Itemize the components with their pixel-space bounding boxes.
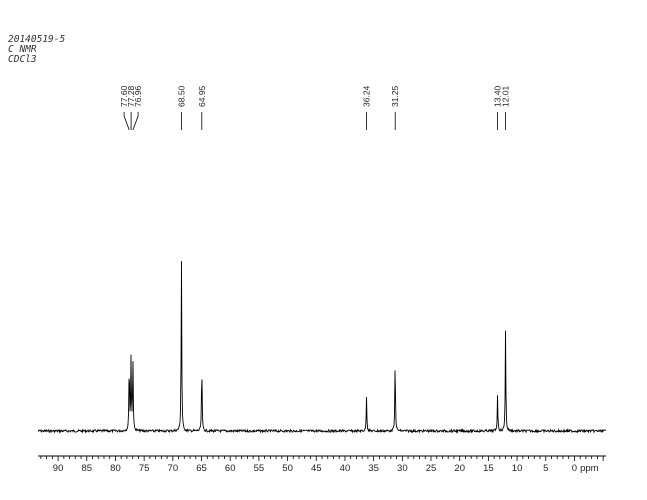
x-tick-label: 20 — [454, 463, 465, 474]
x-tick-label: 55 — [254, 463, 265, 474]
peak-label: 36.24 — [362, 85, 372, 107]
peak-label: 68.50 — [176, 85, 186, 107]
x-tick-label: 75 — [139, 463, 150, 474]
x-tick-label: 50 — [282, 463, 293, 474]
x-tick-label: 85 — [81, 463, 92, 474]
x-tick-label: 35 — [368, 463, 379, 474]
sample-id: 20140519-5 — [8, 34, 66, 45]
x-tick-label: 90 — [53, 463, 64, 474]
x-tick-label: 5 — [543, 463, 548, 474]
peak-label: 77.28 — [126, 85, 136, 107]
peak-label: 13.40 — [493, 85, 503, 107]
peak-label: 12.01 — [501, 85, 511, 107]
spectrum-trace — [37, 261, 607, 434]
peak-label: 77.60 — [119, 85, 129, 107]
peak-connector — [123, 112, 130, 131]
x-tick-label: 0 — [572, 463, 577, 474]
solvent-label: CDCl3 — [8, 54, 37, 65]
x-tick-label: 80 — [110, 463, 121, 474]
x-axis-unit-label: ppm — [580, 463, 599, 474]
peak-label: 64.95 — [197, 85, 207, 107]
x-tick-label: 10 — [512, 463, 523, 474]
x-axis: 90 85 80 75 70 65 60 55 50 45 40 35 30 25 20 15 10 5 0 ppm — [38, 455, 606, 474]
x-tick-label: 40 — [340, 463, 351, 474]
peak-label: 31.25 — [390, 85, 400, 107]
peak-connector — [132, 112, 139, 131]
x-tick-label: 70 — [168, 463, 179, 474]
x-tick-label: 25 — [426, 463, 437, 474]
x-tick-label: 30 — [397, 463, 408, 474]
x-tick-label: 45 — [311, 463, 322, 474]
x-tick-label: 15 — [483, 463, 494, 474]
peak-label: 76.96 — [133, 85, 143, 107]
peak-label-connectors — [123, 112, 506, 131]
x-tick-label: 65 — [196, 463, 207, 474]
experiment-label: C NMR — [8, 44, 37, 55]
x-tick-label: 60 — [225, 463, 236, 474]
